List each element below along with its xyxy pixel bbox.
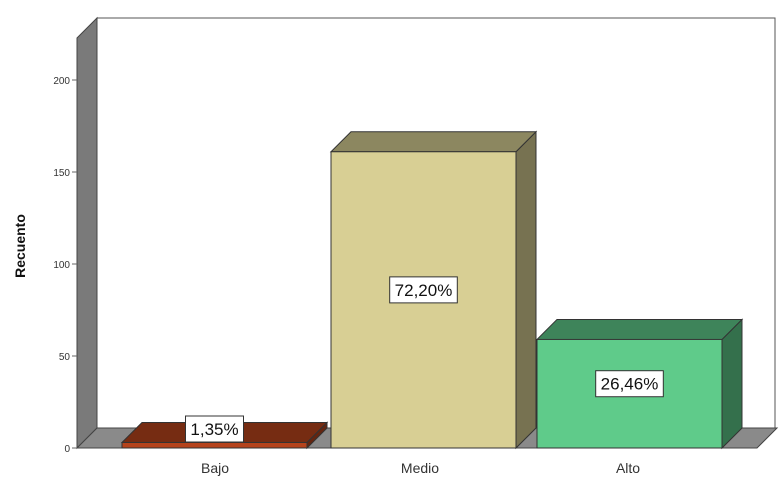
y-axis-ticks: 0 50 100 150 200 [53,76,77,455]
y-tick-label-4: 200 [53,76,70,87]
x-tick-label-1: Medio [401,460,439,476]
bar-front-0 [121,441,308,449]
y-tick-label-1: 50 [59,352,71,363]
data-label-box-1 [389,276,458,304]
x-tick-label-2: Alto [616,460,640,476]
data-label-text-0: 1,35% [190,420,238,439]
data-label-box-0 [185,415,244,443]
y-axis-title: Recuento [12,214,28,278]
data-label-box-2 [595,370,664,398]
data-labels: 1,35% 72,20% 26,46% [185,276,664,443]
bar-side-2 [721,318,743,450]
chart-left-wall [76,16,98,450]
data-label-2: 26,46% [595,370,664,398]
y-tick-label-3: 150 [53,168,70,179]
x-tick-label-0: Bajo [201,460,229,476]
category-labels: Bajo Medio Alto [201,460,640,476]
data-label-1: 72,20% [389,276,458,304]
data-label-text-1: 72,20% [395,281,453,300]
y-tick-label-2: 100 [53,260,70,271]
bar-top-2 [535,318,744,340]
bar-side-1 [515,130,537,450]
data-label-0: 1,35% [185,415,244,443]
data-label-text-2: 26,46% [601,375,659,394]
bar-top-1 [329,131,538,153]
y-tick-label-0: 0 [64,444,70,455]
